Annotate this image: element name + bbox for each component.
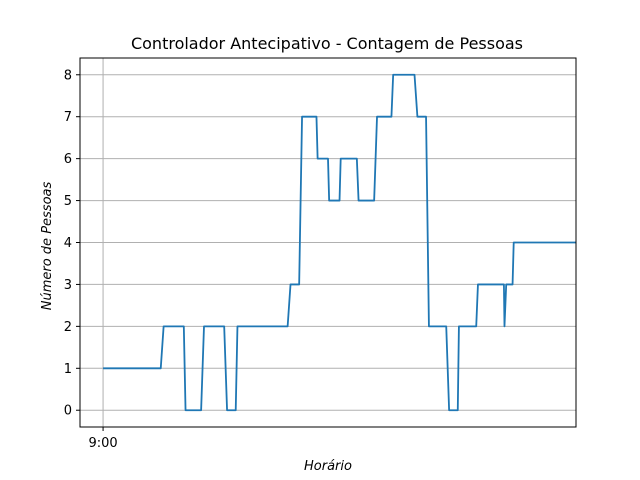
chart-title: Controlador Antecipativo - Contagem de P…	[131, 34, 523, 53]
y-tick-label: 4	[64, 236, 72, 251]
y-tick-label: 2	[64, 320, 72, 335]
x-axis-label: Horário	[304, 459, 352, 474]
y-tick-label: 8	[64, 68, 72, 83]
plot-series	[103, 73, 576, 412]
axis-ticks: 0 1 2 3 4 5 6 7 8 9:00	[64, 68, 118, 451]
y-tick-label: 1	[64, 362, 72, 377]
series-line	[103, 73, 576, 412]
y-axis-label: Número de Pessoas	[40, 182, 55, 311]
y-tick-label: 6	[64, 152, 72, 167]
y-tick-label: 5	[64, 194, 72, 209]
y-tick-label: 7	[64, 110, 72, 125]
y-tick-label: 3	[64, 278, 72, 293]
y-tick-label: 0	[64, 404, 72, 419]
x-tick-label: 9:00	[88, 436, 117, 451]
grid	[80, 58, 576, 427]
